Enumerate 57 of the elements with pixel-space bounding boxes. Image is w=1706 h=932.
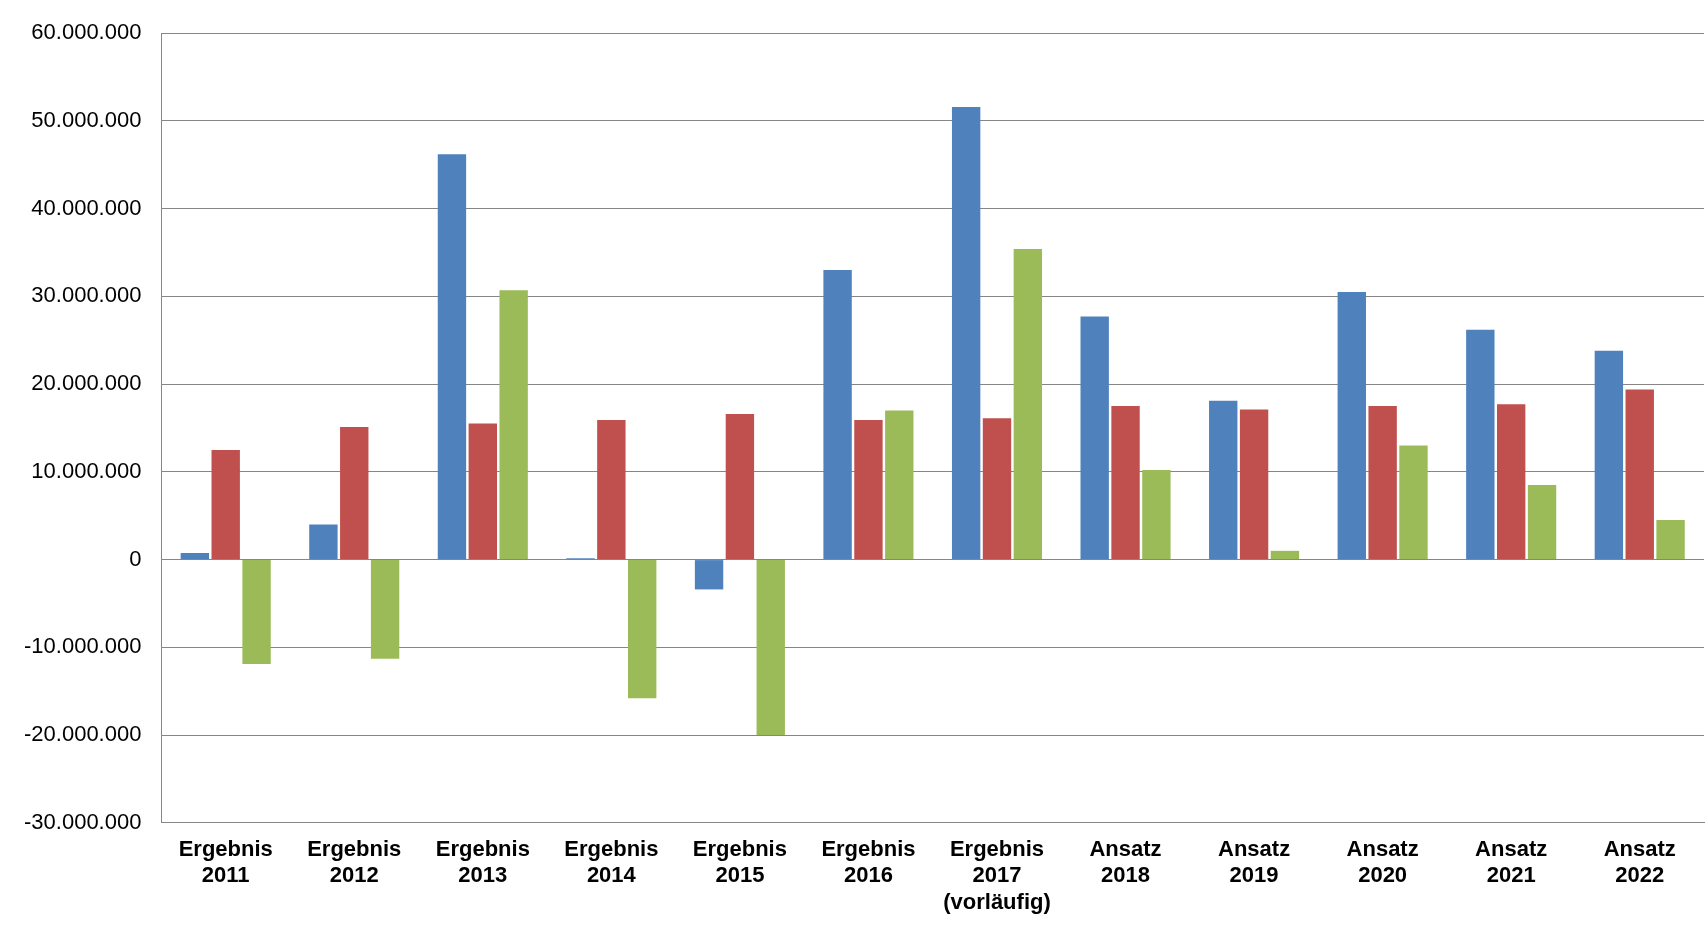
bar (725, 413, 755, 560)
bar (1270, 550, 1300, 560)
bar (180, 553, 210, 560)
y-tick-label: -20.000.000 (24, 721, 142, 747)
bar (823, 270, 852, 560)
bar (1209, 400, 1238, 560)
x-tick-label: Ansatz 2022 (1603, 836, 1676, 888)
y-tick-label: -10.000.000 (24, 633, 142, 659)
bar (370, 560, 400, 659)
bar (694, 560, 724, 590)
bar (854, 420, 883, 560)
x-tick-label: Ergebnis 2015 (692, 836, 787, 888)
x-tick-label: Ansatz 2020 (1346, 836, 1419, 888)
bar (951, 106, 981, 560)
bar (1368, 406, 1397, 560)
y-tick-label: 0 (129, 545, 142, 571)
bar (1466, 329, 1495, 560)
bar (885, 410, 914, 560)
x-tick-label: Ergebnis 2016 (821, 836, 916, 888)
bar (242, 560, 271, 664)
bar (1656, 520, 1685, 560)
bar (982, 418, 1012, 560)
bar (628, 560, 657, 699)
bar (211, 449, 240, 560)
y-tick-label: 30.000.000 (31, 282, 142, 308)
bar (1239, 409, 1269, 560)
bar (597, 420, 626, 560)
y-tick-label: 10.000.000 (31, 457, 142, 483)
bar (468, 423, 497, 560)
bar (1496, 404, 1526, 560)
bar (1594, 350, 1624, 560)
x-tick-label: Ergebnis 2013 (435, 836, 530, 888)
bar (499, 290, 528, 560)
x-tick-label: Ergebnis 2011 (178, 836, 273, 888)
bar (1080, 316, 1109, 560)
bar (1142, 470, 1171, 560)
y-tick-label: 50.000.000 (31, 107, 142, 132)
bar (309, 524, 338, 560)
y-tick-label: 20.000.000 (31, 370, 142, 396)
bar (1013, 249, 1043, 560)
bar (437, 154, 467, 560)
y-tick-label: -30.000.000 (24, 808, 142, 834)
bar (340, 427, 369, 560)
x-tick-label: Ergebnis 2017 (vorläufig) (943, 836, 1051, 914)
y-tick-label: 60.000.000 (31, 19, 142, 45)
bar (1111, 406, 1140, 560)
bar (1625, 389, 1654, 560)
bar (1337, 292, 1366, 560)
bar (1399, 445, 1428, 560)
x-tick-label: Ansatz 2021 (1475, 836, 1548, 888)
x-tick-label: Ergebnis 2012 (307, 836, 402, 888)
bar (1527, 485, 1557, 560)
y-tick-label: 40.000.000 (31, 194, 142, 220)
x-tick-label: Ansatz 2019 (1218, 836, 1291, 888)
x-tick-label: Ansatz 2018 (1089, 836, 1162, 888)
x-tick-label: Ergebnis 2014 (564, 836, 659, 888)
bar (756, 560, 785, 736)
